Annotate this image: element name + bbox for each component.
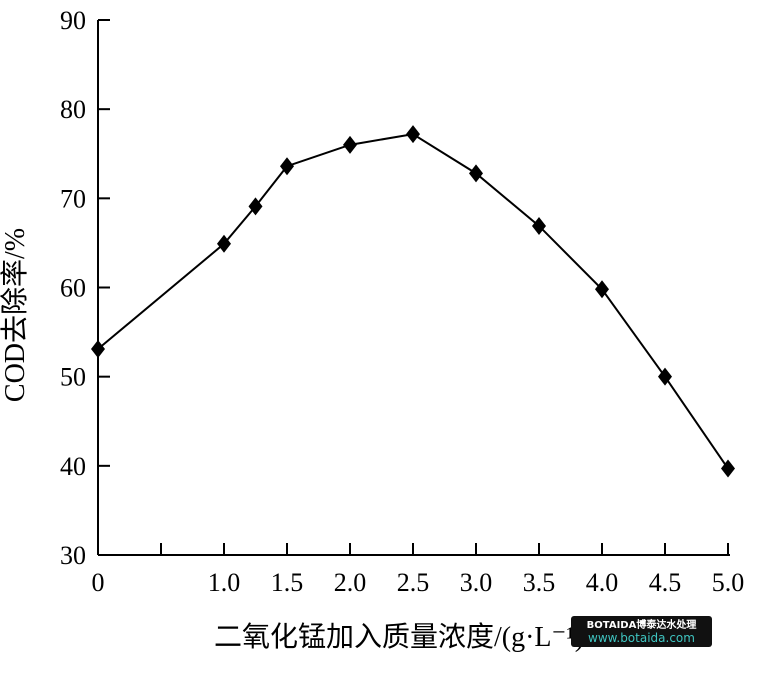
watermark-logo: BOTAIDA博泰达水处理 www.botaida.com [571,616,712,647]
data-point-diamond [217,234,231,253]
x-tick-label: 3.5 [523,568,556,597]
data-point-diamond [280,157,294,176]
y-tick-label: 30 [60,541,86,570]
y-tick-label: 60 [60,274,86,303]
watermark-line2: www.botaida.com [588,631,695,645]
y-tick-label: 80 [60,95,86,124]
x-tick-label: 1.5 [271,568,304,597]
data-point-diamond [532,216,546,235]
data-point-diamond [343,135,357,154]
x-tick-label: 2.0 [334,568,367,597]
data-point-diamond [658,367,672,386]
y-axis-label: COD去除率/% [0,228,31,402]
x-tick-label: 2.5 [397,568,430,597]
x-tick-label: 4.0 [586,568,619,597]
x-axis-label: 二氧化锰加入质量浓度/(g·L⁻¹) [214,621,584,653]
data-point-diamond [469,164,483,183]
y-tick-label: 50 [60,363,86,392]
data-point-diamond [248,197,263,216]
data-point-diamond [721,459,735,478]
x-tick-label: 5.0 [712,568,745,597]
x-tick-label: 4.5 [649,568,682,597]
x-tick-label: 3.0 [460,568,493,597]
data-point-diamond [91,340,105,359]
watermark-line1: BOTAIDA博泰达水处理 [586,620,697,631]
y-tick-label: 70 [60,184,86,213]
y-tick-label: 90 [60,6,86,35]
data-point-diamond [406,125,420,144]
y-tick-label: 40 [60,452,86,481]
series-line [97,133,729,470]
x-tick-label: 1.0 [208,568,241,597]
data-point-diamond [595,280,609,299]
x-tick-label: 0 [92,568,105,597]
